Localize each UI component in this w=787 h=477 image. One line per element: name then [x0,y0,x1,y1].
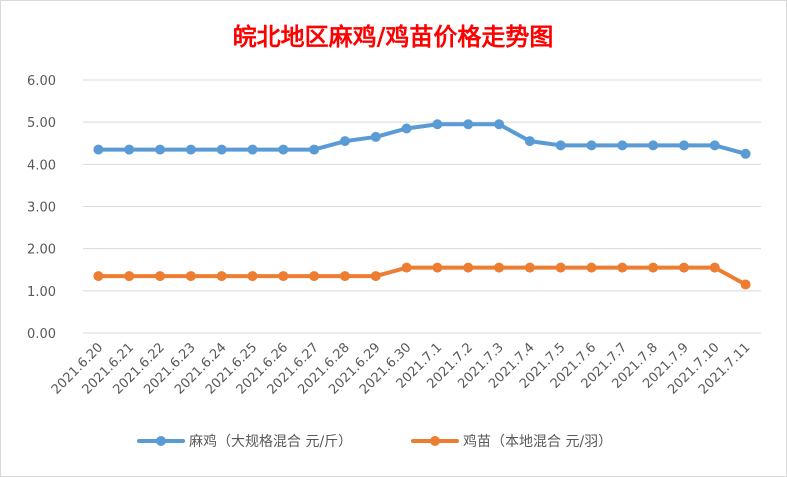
data-point [278,144,289,155]
data-point [124,144,135,155]
legend: 麻鸡（大规格混合 元/斤） 鸡苗（本地混合 元/羽） [137,433,612,450]
legend-item: 麻鸡（大规格混合 元/斤） [137,433,352,450]
data-point [309,144,320,155]
data-point [524,262,535,273]
data-point [709,262,720,273]
data-point [155,144,166,155]
data-point [709,140,720,151]
data-point [185,144,196,155]
y-tick-label: 3.00 [27,201,56,216]
data-point [494,119,505,130]
legend-swatch-marker [430,436,440,446]
data-point [124,271,135,282]
data-point [247,144,258,155]
y-tick-label: 4.00 [27,158,56,173]
y-tick-label: 6.00 [27,74,56,89]
series-line [96,122,748,156]
data-point [494,262,505,273]
y-tick-label: 1.00 [27,285,56,300]
data-point [617,262,628,273]
data-point [586,140,597,151]
series-line [96,265,748,287]
data-point [463,119,474,130]
y-tick-label: 2.00 [27,243,56,258]
chart-title: 皖北地区麻鸡/鸡苗价格走势图 [233,22,554,51]
data-point [93,144,104,155]
data-point [401,123,412,134]
data-point [370,271,381,282]
data-point [216,271,227,282]
data-point [247,271,258,282]
data-point [339,136,350,147]
data-point [432,262,443,273]
data-point [463,262,474,273]
gridlines [83,79,761,334]
data-point [678,140,689,151]
series-1 [93,119,751,159]
x-axis-ticks: 2021.6.202021.6.212021.6.222021.6.232021… [49,340,754,397]
legend-swatch-marker [156,436,166,446]
data-point [648,262,659,273]
data-point [216,144,227,155]
data-point [555,140,566,151]
data-point [339,271,350,282]
data-point [93,271,104,282]
data-point [401,262,412,273]
y-axis-ticks: 0.00 1.00 2.00 3.00 4.00 5.00 6.00 [27,74,56,342]
data-point [617,140,628,151]
series-2 [93,262,751,290]
legend-label: 鸡苗（本地混合 元/羽） [463,433,612,450]
legend-label: 麻鸡（大规格混合 元/斤） [189,433,352,450]
y-tick-label: 5.00 [27,116,56,131]
data-point [648,140,659,151]
data-point [155,271,166,282]
data-point [370,131,381,142]
y-tick-label: 0.00 [27,327,56,342]
data-point [185,271,196,282]
data-point [740,279,751,290]
series-group [93,119,751,290]
data-point [309,271,320,282]
data-point [278,271,289,282]
data-point [555,262,566,273]
data-point [586,262,597,273]
legend-item: 鸡苗（本地混合 元/羽） [411,433,612,450]
data-point [524,136,535,147]
data-point [678,262,689,273]
data-point [740,148,751,159]
data-point [432,119,443,130]
